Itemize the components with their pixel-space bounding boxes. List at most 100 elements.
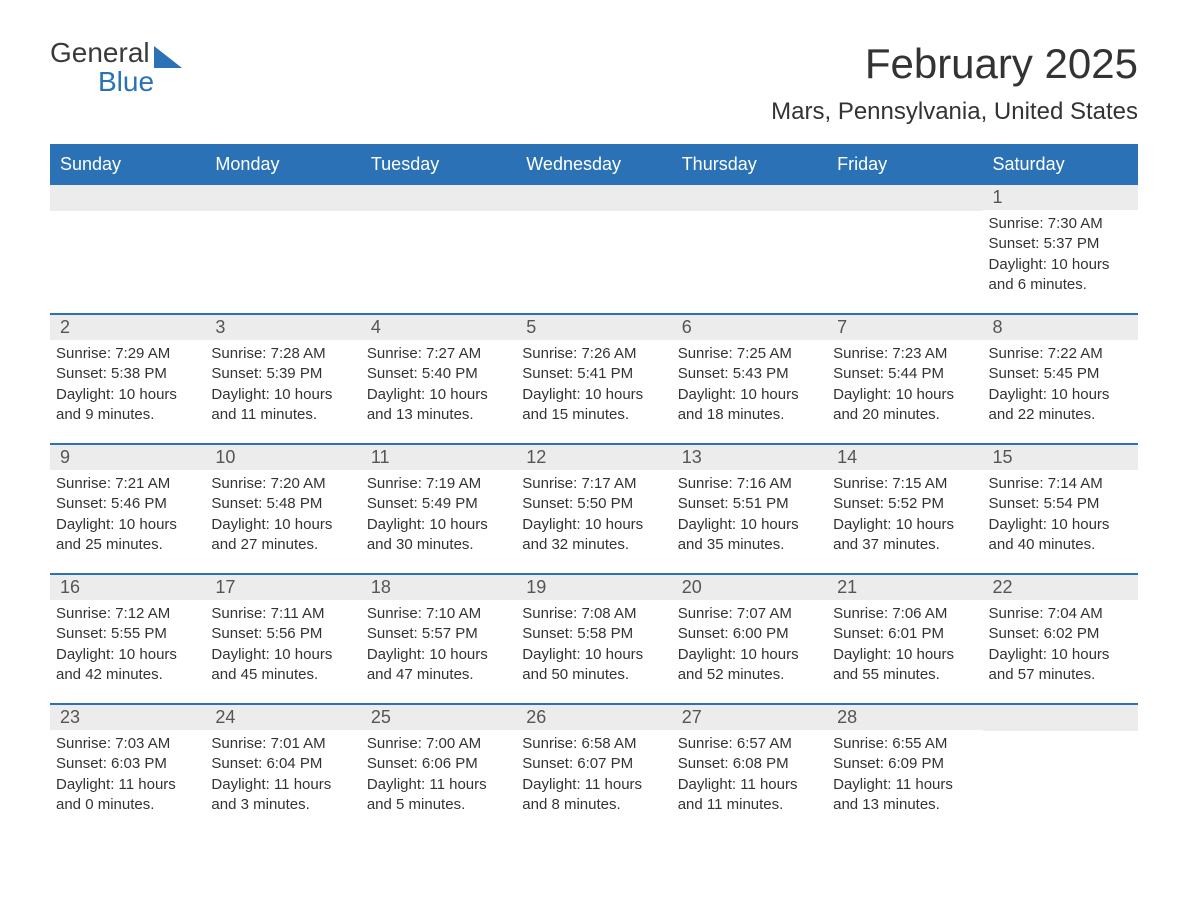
sunset-text: Sunset: 5:46 PM	[56, 494, 195, 514]
day-cell: 16Sunrise: 7:12 AMSunset: 5:55 PMDayligh…	[50, 575, 205, 703]
sunset-text: Sunset: 5:45 PM	[989, 364, 1128, 384]
weekday-header: Friday	[827, 146, 982, 183]
day-number: 19	[516, 575, 671, 600]
day-number: 4	[361, 315, 516, 340]
day-cell: 22Sunrise: 7:04 AMSunset: 6:02 PMDayligh…	[983, 575, 1138, 703]
sunset-text: Sunset: 5:51 PM	[678, 494, 817, 514]
day-content: Sunrise: 7:19 AMSunset: 5:49 PMDaylight:…	[361, 470, 516, 555]
sunrise-text: Sunrise: 7:03 AM	[56, 734, 195, 754]
weekday-header: Monday	[205, 146, 360, 183]
sunset-text: Sunset: 5:38 PM	[56, 364, 195, 384]
day-number: 5	[516, 315, 671, 340]
day-cell: 15Sunrise: 7:14 AMSunset: 5:54 PMDayligh…	[983, 445, 1138, 573]
day-cell: 25Sunrise: 7:00 AMSunset: 6:06 PMDayligh…	[361, 705, 516, 833]
day-number-bar-empty	[50, 185, 205, 211]
sunrise-text: Sunrise: 7:12 AM	[56, 604, 195, 624]
sunset-text: Sunset: 6:02 PM	[989, 624, 1128, 644]
day-content: Sunrise: 7:03 AMSunset: 6:03 PMDaylight:…	[50, 730, 205, 815]
sunrise-text: Sunrise: 7:21 AM	[56, 474, 195, 494]
daylight-text: Daylight: 10 hours and 25 minutes.	[56, 515, 195, 556]
day-cell: 19Sunrise: 7:08 AMSunset: 5:58 PMDayligh…	[516, 575, 671, 703]
daylight-text: Daylight: 10 hours and 52 minutes.	[678, 645, 817, 686]
day-content: Sunrise: 7:04 AMSunset: 6:02 PMDaylight:…	[983, 600, 1138, 685]
day-content: Sunrise: 7:28 AMSunset: 5:39 PMDaylight:…	[205, 340, 360, 425]
sunrise-text: Sunrise: 7:22 AM	[989, 344, 1128, 364]
day-number: 16	[50, 575, 205, 600]
day-number: 26	[516, 705, 671, 730]
day-cell: 12Sunrise: 7:17 AMSunset: 5:50 PMDayligh…	[516, 445, 671, 573]
day-content: Sunrise: 7:08 AMSunset: 5:58 PMDaylight:…	[516, 600, 671, 685]
sunset-text: Sunset: 5:58 PM	[522, 624, 661, 644]
sunset-text: Sunset: 5:48 PM	[211, 494, 350, 514]
day-number: 20	[672, 575, 827, 600]
daylight-text: Daylight: 10 hours and 18 minutes.	[678, 385, 817, 426]
day-number: 15	[983, 445, 1138, 470]
daylight-text: Daylight: 10 hours and 45 minutes.	[211, 645, 350, 686]
day-number: 11	[361, 445, 516, 470]
day-content: Sunrise: 7:21 AMSunset: 5:46 PMDaylight:…	[50, 470, 205, 555]
day-content: Sunrise: 7:01 AMSunset: 6:04 PMDaylight:…	[205, 730, 360, 815]
day-content: Sunrise: 7:27 AMSunset: 5:40 PMDaylight:…	[361, 340, 516, 425]
day-cell	[205, 185, 360, 313]
sunrise-text: Sunrise: 6:55 AM	[833, 734, 972, 754]
day-number-bar-empty	[672, 185, 827, 211]
day-content: Sunrise: 7:10 AMSunset: 5:57 PMDaylight:…	[361, 600, 516, 685]
day-number: 9	[50, 445, 205, 470]
day-cell	[516, 185, 671, 313]
day-cell	[672, 185, 827, 313]
sunset-text: Sunset: 6:01 PM	[833, 624, 972, 644]
logo: General Blue	[50, 40, 182, 95]
week-row: 2Sunrise: 7:29 AMSunset: 5:38 PMDaylight…	[50, 313, 1138, 443]
day-cell: 27Sunrise: 6:57 AMSunset: 6:08 PMDayligh…	[672, 705, 827, 833]
daylight-text: Daylight: 10 hours and 20 minutes.	[833, 385, 972, 426]
day-cell: 18Sunrise: 7:10 AMSunset: 5:57 PMDayligh…	[361, 575, 516, 703]
daylight-text: Daylight: 10 hours and 6 minutes.	[989, 255, 1128, 296]
day-number: 23	[50, 705, 205, 730]
day-content: Sunrise: 7:29 AMSunset: 5:38 PMDaylight:…	[50, 340, 205, 425]
day-cell: 6Sunrise: 7:25 AMSunset: 5:43 PMDaylight…	[672, 315, 827, 443]
logo-sail-icon	[154, 46, 182, 71]
day-cell: 7Sunrise: 7:23 AMSunset: 5:44 PMDaylight…	[827, 315, 982, 443]
day-cell: 9Sunrise: 7:21 AMSunset: 5:46 PMDaylight…	[50, 445, 205, 573]
weekday-header: Saturday	[983, 146, 1138, 183]
sunset-text: Sunset: 5:41 PM	[522, 364, 661, 384]
daylight-text: Daylight: 10 hours and 47 minutes.	[367, 645, 506, 686]
week-row: 23Sunrise: 7:03 AMSunset: 6:03 PMDayligh…	[50, 703, 1138, 833]
day-content: Sunrise: 6:57 AMSunset: 6:08 PMDaylight:…	[672, 730, 827, 815]
sunrise-text: Sunrise: 7:15 AM	[833, 474, 972, 494]
day-cell	[361, 185, 516, 313]
day-content: Sunrise: 7:26 AMSunset: 5:41 PMDaylight:…	[516, 340, 671, 425]
sunset-text: Sunset: 5:44 PM	[833, 364, 972, 384]
day-content: Sunrise: 7:06 AMSunset: 6:01 PMDaylight:…	[827, 600, 982, 685]
daylight-text: Daylight: 11 hours and 3 minutes.	[211, 775, 350, 816]
header: General Blue February 2025 Mars, Pennsyl…	[50, 40, 1138, 126]
week-row: 16Sunrise: 7:12 AMSunset: 5:55 PMDayligh…	[50, 573, 1138, 703]
sunset-text: Sunset: 5:37 PM	[989, 234, 1128, 254]
day-cell: 28Sunrise: 6:55 AMSunset: 6:09 PMDayligh…	[827, 705, 982, 833]
sunrise-text: Sunrise: 7:04 AM	[989, 604, 1128, 624]
weekday-header: Tuesday	[361, 146, 516, 183]
sunrise-text: Sunrise: 7:23 AM	[833, 344, 972, 364]
daylight-text: Daylight: 10 hours and 50 minutes.	[522, 645, 661, 686]
day-content: Sunrise: 7:12 AMSunset: 5:55 PMDaylight:…	[50, 600, 205, 685]
daylight-text: Daylight: 10 hours and 57 minutes.	[989, 645, 1128, 686]
day-cell	[50, 185, 205, 313]
day-cell	[827, 185, 982, 313]
sunrise-text: Sunrise: 7:01 AM	[211, 734, 350, 754]
daylight-text: Daylight: 10 hours and 13 minutes.	[367, 385, 506, 426]
sunrise-text: Sunrise: 7:00 AM	[367, 734, 506, 754]
daylight-text: Daylight: 10 hours and 32 minutes.	[522, 515, 661, 556]
daylight-text: Daylight: 10 hours and 30 minutes.	[367, 515, 506, 556]
sunset-text: Sunset: 5:55 PM	[56, 624, 195, 644]
sunrise-text: Sunrise: 6:58 AM	[522, 734, 661, 754]
sunrise-text: Sunrise: 7:26 AM	[522, 344, 661, 364]
day-number-bar-empty	[205, 185, 360, 211]
day-number: 13	[672, 445, 827, 470]
sunset-text: Sunset: 5:56 PM	[211, 624, 350, 644]
sunrise-text: Sunrise: 7:16 AM	[678, 474, 817, 494]
sunset-text: Sunset: 6:08 PM	[678, 754, 817, 774]
day-number: 25	[361, 705, 516, 730]
sunrise-text: Sunrise: 7:25 AM	[678, 344, 817, 364]
sunrise-text: Sunrise: 7:17 AM	[522, 474, 661, 494]
daylight-text: Daylight: 10 hours and 35 minutes.	[678, 515, 817, 556]
